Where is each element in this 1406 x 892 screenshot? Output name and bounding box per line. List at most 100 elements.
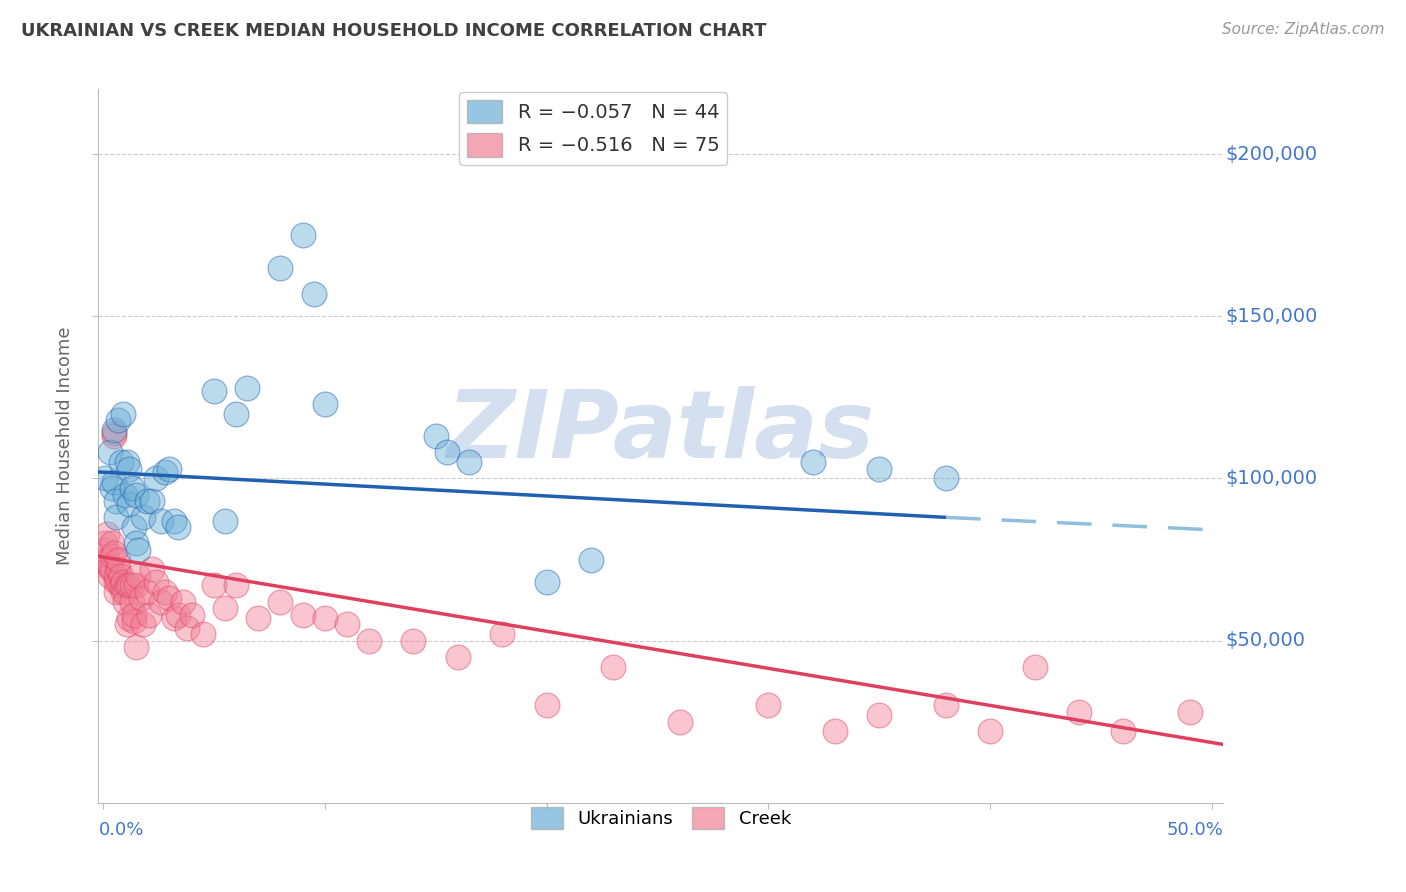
Point: [107, 552, 129, 566]
Text: 50.0%: 50.0%: [1167, 821, 1223, 838]
Text: UKRAINIAN VS CREEK MEDIAN HOUSEHOLD INCOME CORRELATION CHART: UKRAINIAN VS CREEK MEDIAN HOUSEHOLD INCO…: [21, 22, 766, 40]
Point: [122, 607, 145, 622]
Point: [114, 595, 136, 609]
Point: [176, 621, 198, 635]
Point: [153, 585, 176, 599]
Point: [579, 552, 602, 566]
Point: [127, 542, 149, 557]
Point: [105, 575, 128, 590]
Point: [105, 585, 128, 599]
Point: [103, 429, 125, 443]
Point: [602, 659, 624, 673]
Point: [98, 562, 121, 576]
Point: [100, 536, 122, 550]
Point: [402, 633, 425, 648]
Point: [163, 611, 186, 625]
Point: [447, 649, 470, 664]
Point: [935, 698, 957, 713]
Point: [167, 607, 190, 622]
Point: [180, 607, 202, 622]
Point: [114, 585, 136, 599]
Point: [935, 471, 957, 485]
Point: [458, 455, 481, 469]
Point: [247, 611, 270, 625]
Point: [96, 526, 118, 541]
Point: [100, 562, 122, 576]
Text: $200,000: $200,000: [1226, 145, 1317, 163]
Point: [149, 595, 172, 609]
Point: [1178, 705, 1201, 719]
Point: [668, 714, 690, 729]
Point: [157, 591, 180, 606]
Point: [314, 397, 336, 411]
Point: [425, 429, 447, 443]
Point: [125, 536, 148, 550]
Point: [536, 575, 558, 590]
Text: $50,000: $50,000: [1226, 632, 1305, 650]
Point: [138, 607, 160, 622]
Point: [114, 488, 136, 502]
Point: [110, 578, 132, 592]
Text: $150,000: $150,000: [1226, 307, 1317, 326]
Point: [110, 568, 132, 582]
Point: [149, 514, 172, 528]
Point: [94, 542, 117, 557]
Point: [758, 698, 780, 713]
Point: [191, 627, 214, 641]
Point: [94, 471, 117, 485]
Point: [98, 445, 121, 459]
Point: [100, 549, 122, 564]
Point: [225, 578, 247, 592]
Point: [111, 407, 134, 421]
Point: [105, 568, 128, 582]
Point: [118, 611, 141, 625]
Point: [291, 228, 314, 243]
Y-axis label: Median Household Income: Median Household Income: [56, 326, 75, 566]
Point: [1112, 724, 1135, 739]
Point: [336, 617, 359, 632]
Point: [103, 475, 125, 489]
Point: [107, 562, 129, 576]
Point: [436, 445, 458, 459]
Point: [202, 384, 225, 398]
Point: [117, 455, 139, 469]
Point: [202, 578, 225, 592]
Point: [117, 617, 139, 632]
Text: $100,000: $100,000: [1226, 469, 1317, 488]
Point: [103, 423, 125, 437]
Point: [214, 514, 236, 528]
Point: [118, 461, 141, 475]
Point: [291, 607, 314, 622]
Legend: Ukrainians, Creek: Ukrainians, Creek: [523, 800, 799, 837]
Point: [225, 407, 247, 421]
Point: [94, 536, 117, 550]
Point: [132, 617, 155, 632]
Point: [98, 559, 121, 574]
Point: [141, 494, 163, 508]
Point: [118, 578, 141, 592]
Text: Source: ZipAtlas.com: Source: ZipAtlas.com: [1222, 22, 1385, 37]
Point: [1067, 705, 1090, 719]
Point: [132, 510, 155, 524]
Point: [100, 481, 122, 495]
Point: [172, 595, 194, 609]
Point: [979, 724, 1001, 739]
Point: [145, 575, 167, 590]
Point: [157, 461, 180, 475]
Point: [125, 578, 148, 592]
Point: [121, 595, 143, 609]
Point: [536, 698, 558, 713]
Point: [801, 455, 824, 469]
Point: [110, 455, 132, 469]
Point: [107, 413, 129, 427]
Point: [1024, 659, 1046, 673]
Point: [236, 381, 259, 395]
Text: ZIPatlas: ZIPatlas: [447, 385, 875, 478]
Point: [111, 575, 134, 590]
Point: [122, 520, 145, 534]
Point: [121, 578, 143, 592]
Point: [129, 591, 152, 606]
Point: [125, 640, 148, 654]
Point: [153, 465, 176, 479]
Point: [103, 546, 125, 560]
